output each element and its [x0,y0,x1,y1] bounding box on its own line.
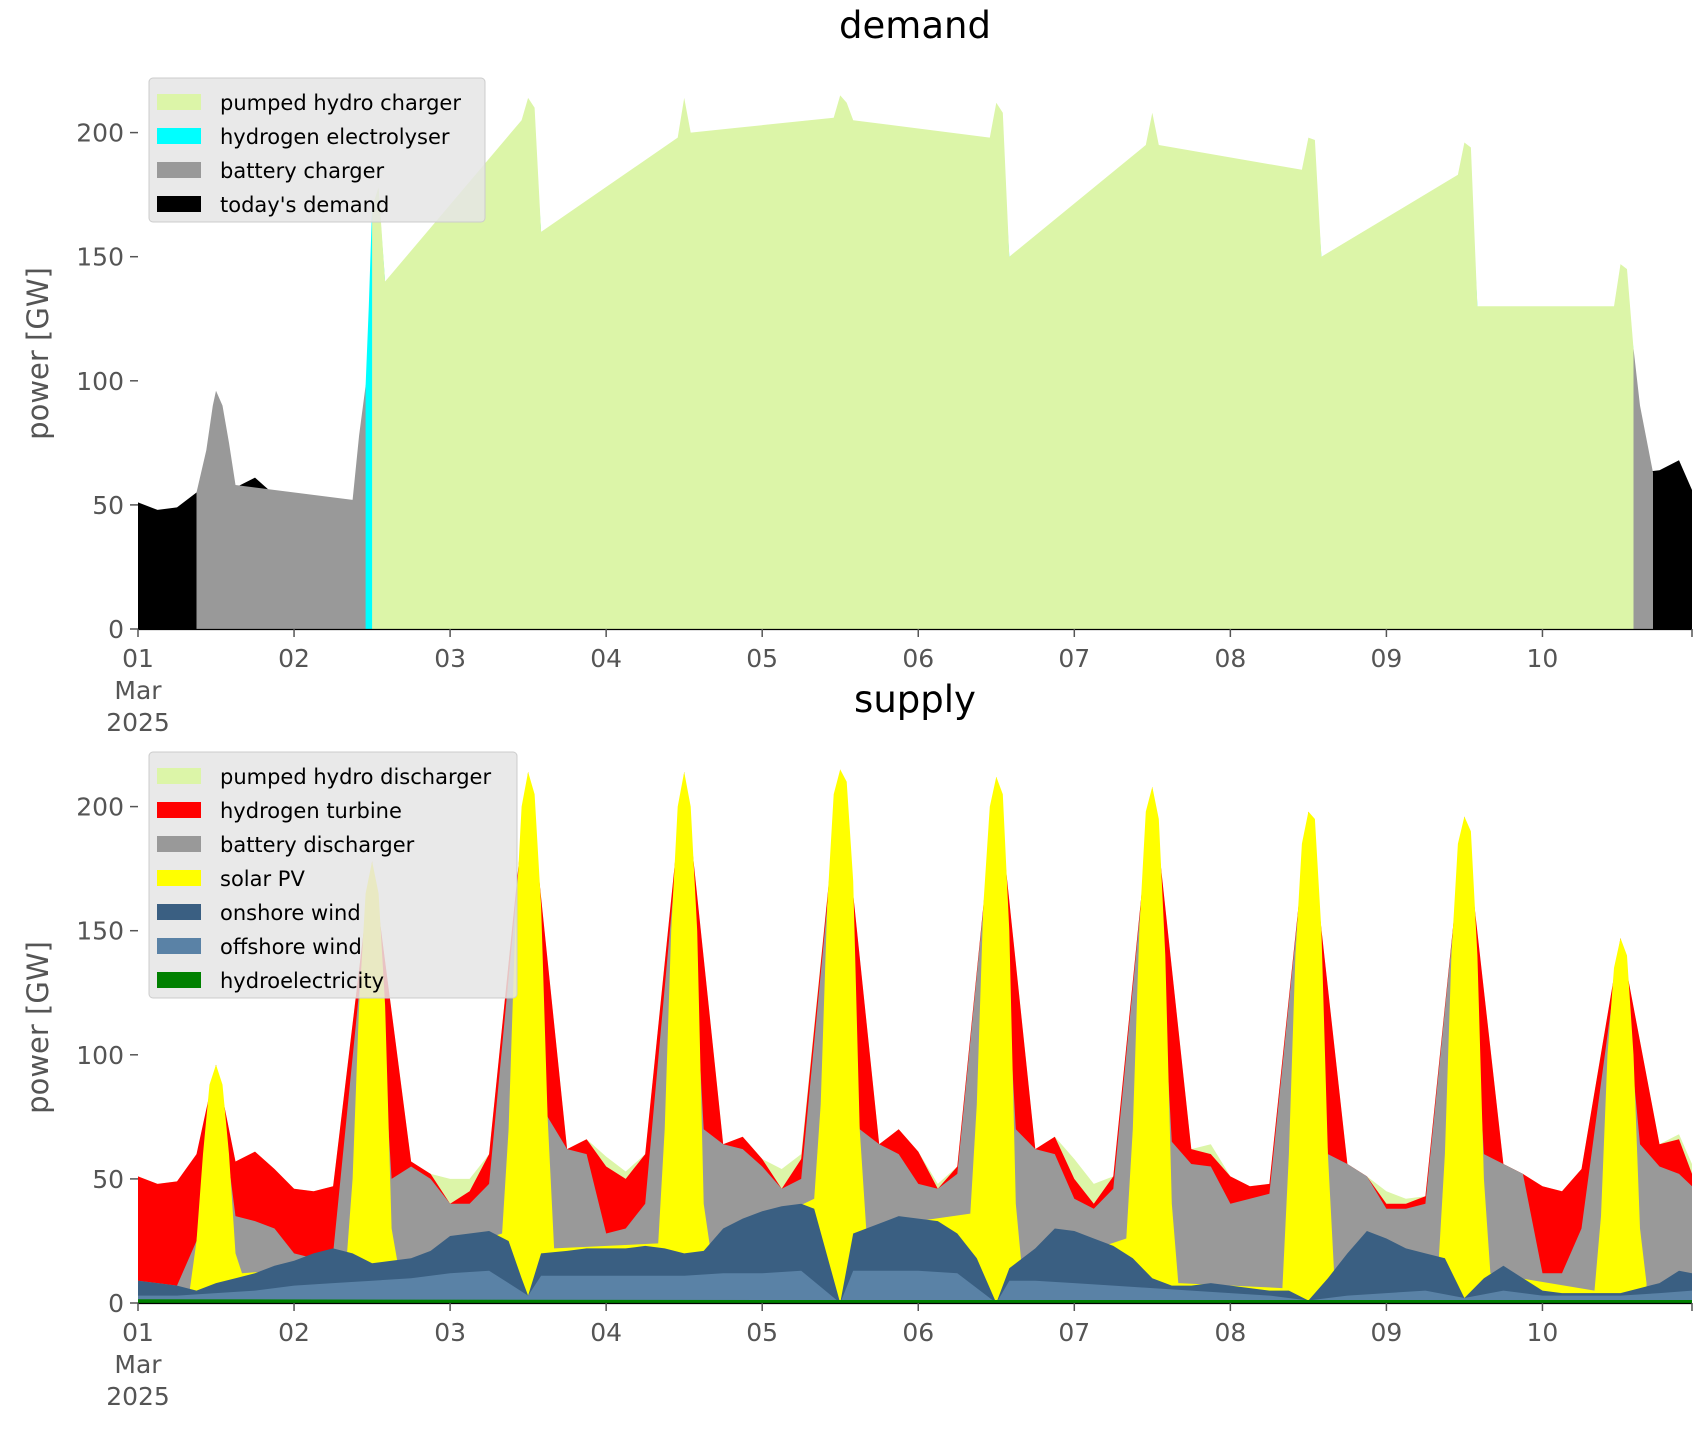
legend-swatch-onshore-wind [157,904,201,920]
y-tick-label: 200 [76,119,124,148]
y-tick-label: 150 [76,243,124,272]
x-tick-label: 2025 [106,708,170,737]
y-tick-label: 50 [92,491,124,520]
legend-label-solar-pv: solar PV [220,867,305,891]
x-tick-label: 03 [434,1318,466,1347]
x-tick-label: 10 [1527,644,1559,673]
legend-swatch-pumped-hydro-discharger [157,768,201,784]
x-tick-label: 03 [434,644,466,673]
y-tick-label: 50 [92,1165,124,1194]
x-tick-label: 02 [278,644,310,673]
legend-box [148,77,486,223]
legend-label-pumped-hydro-charger: pumped hydro charger [220,91,461,115]
legend-swatch-battery-discharger [157,836,201,852]
y-tick-label: 200 [76,793,124,822]
legend: pumped hydro discharger hydrogen turbine b… [148,751,518,999]
legend-swatch-hydrogen-turbine [157,802,201,818]
legend-label-battery-charger: battery charger [220,159,385,183]
legend-label-hydrogen-electrolyser: hydrogen electrolyser [220,125,450,149]
legend-swatch-today-s-demand [157,196,201,212]
legend-label-hydroelectricity: hydroelectricity [220,969,384,993]
x-tick-label: 04 [590,644,622,673]
area-offshore-wind [138,1270,1692,1303]
x-tick-label: 04 [590,1318,622,1347]
y-tick-label: 0 [108,1289,124,1318]
legend-label-offshore-wind: offshore wind [220,935,362,959]
area-hydroelectricity [138,1299,1692,1303]
area-pumped-hydro-charger [372,95,1634,629]
x-tick-label: 05 [746,644,778,673]
x-tick-label: 05 [746,1318,778,1347]
legend-swatch-offshore-wind [157,938,201,954]
legend-label-hydrogen-turbine: hydrogen turbine [220,799,402,823]
x-tick-label: 10 [1527,1318,1559,1347]
x-tick-label: 02 [278,1318,310,1347]
chart-title: demand [839,4,991,47]
x-tick-label: 07 [1058,644,1090,673]
legend-swatch-hydroelectricity [157,972,201,988]
legend-label-pumped-hydro-discharger: pumped hydro discharger [220,765,491,789]
legend-swatch-pumped-hydro-charger [157,94,201,110]
legend: pumped hydro charger hydrogen electrolyse… [148,77,486,223]
y-tick-label: 100 [76,1041,124,1070]
y-tick-label: 150 [76,917,124,946]
y-tick-label: 0 [108,615,124,644]
y-axis-label: power [GW] [21,267,55,440]
x-tick-label: 06 [902,1318,934,1347]
legend-label-battery-discharger: battery discharger [220,833,415,857]
legend-swatch-battery-charger [157,162,201,178]
x-tick-label: 2025 [106,1382,170,1411]
area-onshore-wind [138,1203,1692,1303]
y-tick-label: 100 [76,367,124,396]
x-tick-label: 09 [1370,1318,1402,1347]
x-tick-label: 08 [1214,644,1246,673]
x-tick-label: 06 [902,644,934,673]
x-tick-label: 09 [1370,644,1402,673]
legend-swatch-solar-pv [157,870,201,886]
legend-label-onshore-wind: onshore wind [220,901,361,925]
y-axis-label: power [GW] [21,941,55,1114]
x-tick-label: 08 [1214,1318,1246,1347]
legend-swatch-hydrogen-electrolyser [157,128,201,144]
chart-title: supply [854,678,976,721]
x-tick-label: 01 [122,644,154,673]
x-tick-label: Mar [114,676,162,705]
legend-label-today-s-demand: today's demand [220,193,389,217]
x-tick-label: 01 [122,1318,154,1347]
x-tick-label: 07 [1058,1318,1090,1347]
legend-box [148,751,518,999]
x-tick-label: Mar [114,1350,162,1379]
